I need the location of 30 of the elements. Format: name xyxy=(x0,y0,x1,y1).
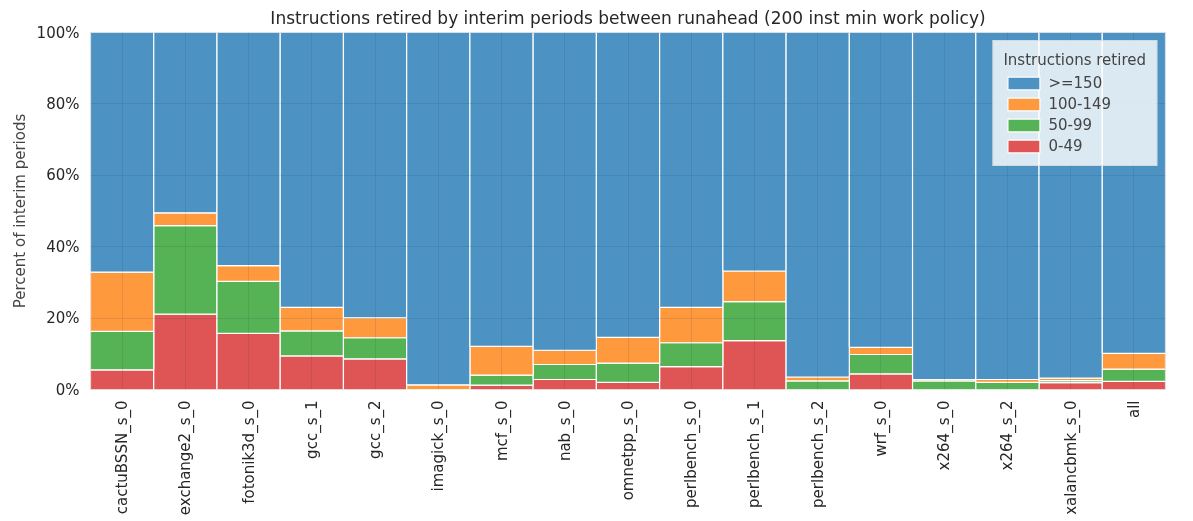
x-tick-label: wrf_s_0 xyxy=(871,400,891,457)
x-tick-label: nab_s_0 xyxy=(555,400,575,462)
x-tick-label: all xyxy=(1124,400,1143,419)
x-tick-label: fotonik3d_s_0 xyxy=(239,400,259,504)
y-tick-label: 80% xyxy=(46,94,80,113)
y-tick-label: 0% xyxy=(55,380,80,399)
y-tick-label: 100% xyxy=(36,23,80,42)
x-tick-label: xalancbmk_s_0 xyxy=(1061,400,1081,515)
x-tick-label: imagick_s_0 xyxy=(429,400,449,492)
x-tick-label: gcc_s_1 xyxy=(302,400,322,459)
x-tick-label: mcf_s_0 xyxy=(492,400,512,461)
x-tick-label: gcc_s_2 xyxy=(366,400,386,459)
x-tick-label: x264_s_2 xyxy=(998,400,1018,471)
y-tick-label: 40% xyxy=(46,237,80,256)
x-tick-label: omnetpp_s_0 xyxy=(619,400,638,501)
chart-title: Instructions retired by interim periods between runahead (200 inst min work policy) xyxy=(270,7,986,28)
x-tick-label: perlbench_s_1 xyxy=(745,400,765,508)
legend-title: Instructions retired xyxy=(1003,51,1146,69)
y-axis-title: Percent of interim periods xyxy=(10,113,29,309)
legend-label: 0-49 xyxy=(1048,137,1083,155)
x-tick-label: cactuBSSN_s_0 xyxy=(113,400,133,515)
x-tick-label: exchange2_s_0 xyxy=(176,400,196,516)
legend-label: 50-99 xyxy=(1048,116,1093,134)
y-tick-label: 20% xyxy=(46,309,80,328)
x-tick-label: x264_s_0 xyxy=(935,400,955,471)
y-tick-label: 60% xyxy=(46,166,80,185)
legend-label: 100-149 xyxy=(1048,95,1112,113)
x-tick-label: perlbench_s_0 xyxy=(682,400,702,508)
x-tick-label: perlbench_s_2 xyxy=(808,400,828,508)
legend-label: >=150 xyxy=(1048,74,1103,92)
